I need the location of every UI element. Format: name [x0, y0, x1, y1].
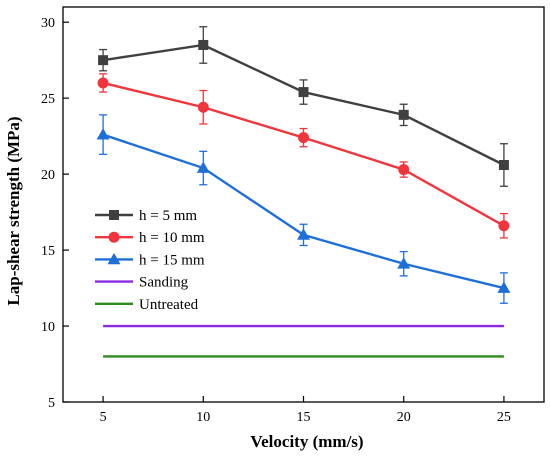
series-1	[98, 26, 509, 187]
data-point	[297, 228, 310, 240]
y-axis-label: Lap-shear strength (MPa)	[4, 116, 23, 305]
legend-label: Sanding	[139, 275, 189, 291]
legend-marker	[108, 231, 120, 243]
legend-marker	[107, 252, 121, 265]
legend: h = 5 mm h = 10 mm h = 15 mm Sanding Untreat…	[95, 208, 205, 313]
y-tick-label: 25	[41, 92, 55, 107]
data-point	[198, 39, 209, 50]
plot-frame	[62, 6, 545, 403]
data-point	[98, 55, 109, 66]
legend-label: Untreated	[139, 297, 199, 313]
x-tick-label: 10	[196, 410, 210, 425]
y-tick-label: 15	[41, 244, 55, 259]
y-tick-label: 30	[41, 16, 55, 31]
data-point	[97, 77, 109, 89]
data-point	[196, 161, 210, 173]
data-point	[197, 101, 209, 113]
y-tick-label: 10	[41, 320, 55, 335]
x-axis-label: Velocity (mm/s)	[250, 432, 363, 451]
data-point	[398, 164, 410, 176]
legend-label: h = 10 mm	[139, 230, 205, 246]
x-tick-label: 5	[100, 410, 107, 425]
data-point	[298, 87, 309, 98]
data-point	[96, 128, 110, 140]
legend-label: h = 15 mm	[139, 252, 205, 268]
data-point	[497, 281, 511, 293]
series-2	[97, 73, 510, 239]
data-point	[498, 220, 510, 232]
series-3	[96, 114, 511, 304]
legend-marker	[109, 210, 119, 220]
legend-label: h = 5 mm	[139, 208, 197, 224]
y-tick-label: 5	[48, 396, 55, 411]
y-tick-label: 20	[41, 168, 55, 183]
data-point	[397, 257, 411, 269]
data-point	[398, 109, 409, 120]
data-point	[498, 160, 509, 170]
data-point	[298, 132, 309, 144]
x-tick-label: 25	[497, 410, 511, 425]
x-tick-label: 20	[397, 410, 411, 425]
x-tick-label: 15	[297, 410, 311, 425]
